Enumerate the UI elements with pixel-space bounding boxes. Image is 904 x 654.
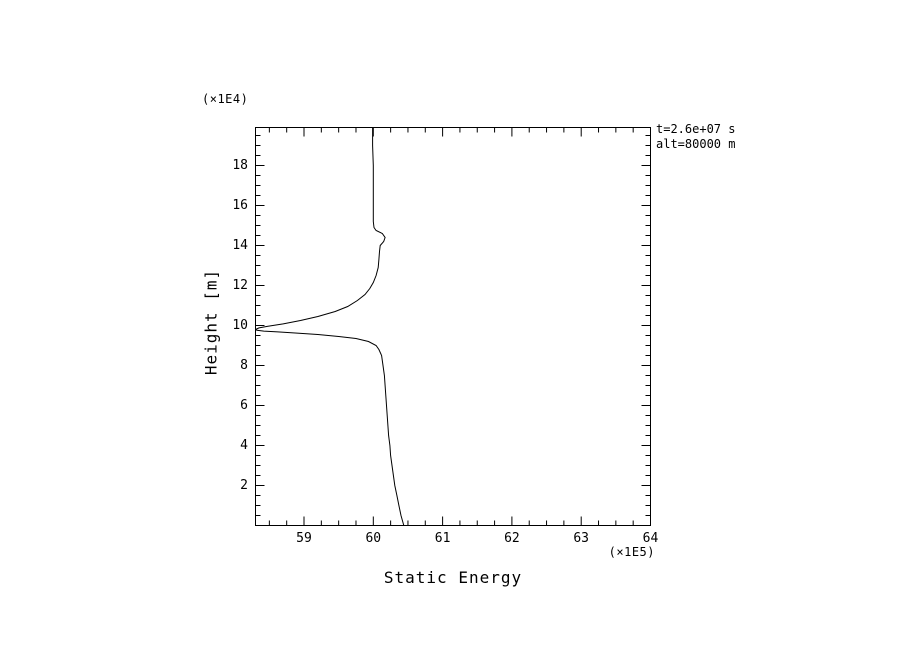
y-tick-label: 14 — [232, 237, 248, 253]
y-tick-label: 10 — [232, 317, 248, 333]
x-tick-label: 63 — [573, 531, 590, 546]
x-tick-label: 60 — [365, 531, 382, 546]
y-tick-label: 4 — [240, 437, 248, 453]
time-annotation: t=2.6e+07 s — [656, 122, 736, 136]
y-tick-label: 6 — [240, 397, 248, 413]
y-tick-label: 2 — [240, 477, 248, 493]
x-tick-label: 61 — [434, 531, 451, 546]
y-axis-scale-label: (×1E4) — [202, 92, 249, 106]
y-tick-label: 8 — [240, 357, 248, 373]
altitude-annotation: alt=80000 m — [656, 137, 736, 151]
x-axis-scale-label: (×1E5) — [608, 545, 655, 559]
x-tick-label: 62 — [504, 531, 520, 546]
x-tick-label: 64 — [642, 531, 659, 546]
y-tick-label: 18 — [232, 157, 248, 173]
profile-curve — [255, 127, 405, 526]
y-tick-label: 12 — [232, 277, 248, 293]
plot-frame — [255, 127, 651, 526]
y-tick-label: 16 — [232, 197, 248, 213]
x-tick-label: 59 — [296, 531, 312, 546]
x-axis-title: Static Energy — [383, 568, 523, 587]
plot-area — [255, 127, 651, 526]
